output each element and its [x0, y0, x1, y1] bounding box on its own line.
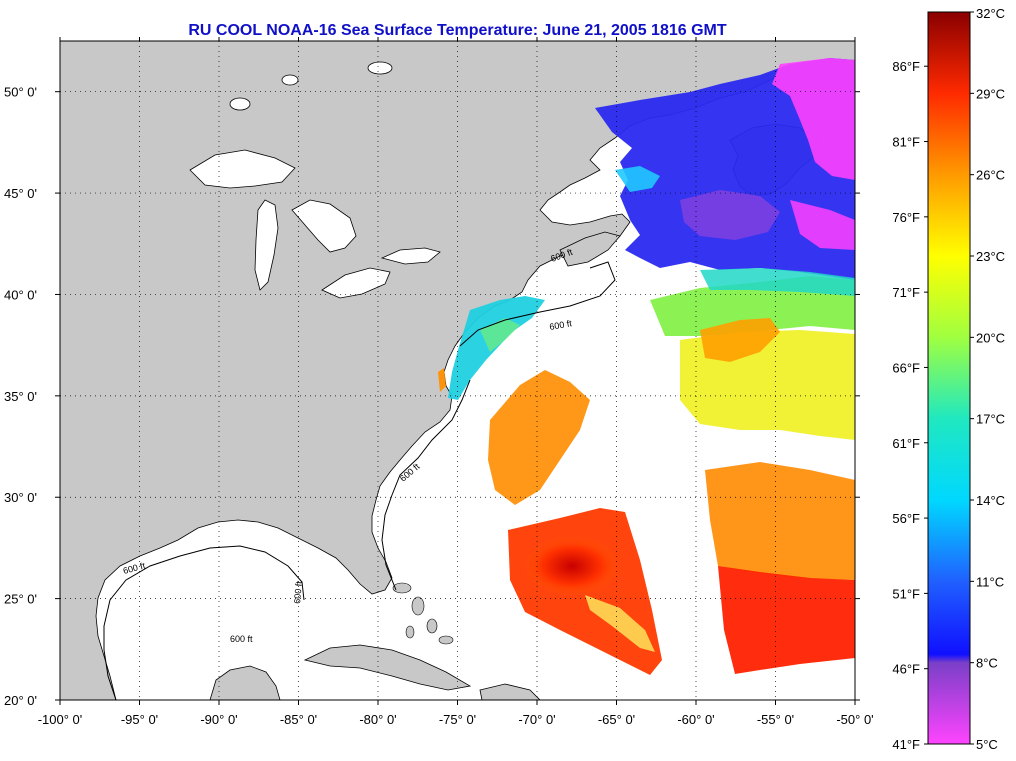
sst-shelf-green [480, 318, 520, 352]
cbar-c-label-9: 5°C [976, 737, 998, 752]
colorbar-fahrenheit-labels: 86°F 81°F 76°F 71°F 66°F 61°F 56°F 51°F 46°F 41°F [892, 59, 928, 752]
cbar-f-label-2: 76°F [892, 210, 920, 225]
sst-orange-east-lower [705, 462, 855, 580]
cbar-c-label-4: 20°C [976, 330, 1005, 345]
cbar-f-label-4: 66°F [892, 360, 920, 375]
cbar-c-label-3: 23°C [976, 249, 1005, 264]
colorbar [927, 11, 971, 745]
lon-tick-label-0: -100° 0' [38, 712, 83, 727]
longitude-axis: -100° 0' -95° 0' -90° 0' -85° 0' -80° 0' -75°… [38, 37, 874, 727]
cbar-f-label-9: 41°F [892, 737, 920, 752]
sst-shelf-cyan [448, 296, 545, 400]
lat-tick-label-3: 35° 0' [4, 389, 37, 404]
sst-red-east [718, 566, 855, 674]
sst-purple-patch [680, 190, 780, 240]
cbar-c-label-8: 8°C [976, 656, 998, 671]
lon-tick-label-2: -90° 0' [200, 712, 237, 727]
bahamas-islands [392, 582, 454, 645]
cbar-f-label-0: 86°F [892, 59, 920, 74]
sst-orange-coast [438, 368, 446, 392]
cbar-c-label-7: 11°C [976, 574, 1004, 589]
colorbar-celsius-labels: 32°C 29°C 26°C 23°C 20°C 17°C 14°C 11°C 8°C 5°C [970, 6, 1005, 752]
cbar-f-label-8: 46°F [892, 662, 920, 677]
cbar-f-label-6: 56°F [892, 511, 920, 526]
lon-tick-label-1: -95° 0' [121, 712, 158, 727]
sst-overlay [438, 58, 855, 675]
cbar-c-label-6: 14°C [976, 493, 1005, 508]
cbar-f-label-3: 71°F [892, 285, 920, 300]
cbar-f-label-5: 61°F [892, 436, 920, 451]
sst-orange-west [488, 370, 590, 505]
sst-cyan-band [700, 268, 855, 296]
lat-tick-label-5: 45° 0' [4, 186, 37, 201]
lon-tick-label-8: -60° 0' [677, 712, 714, 727]
sst-orange-east [700, 318, 780, 362]
cbar-c-label-5: 17°C [976, 412, 1005, 427]
contour-label-4: 600 ft [230, 634, 253, 644]
lat-tick-label-6: 50° 0' [4, 85, 37, 100]
cuba-land [303, 644, 472, 691]
sst-cyan-st-lawrence [615, 166, 660, 192]
map-title: RU COOL NOAA-16 Sea Surface Temperature:… [188, 22, 727, 39]
lon-tick-label-3: -85° 0' [280, 712, 317, 727]
lon-tick-label-10: -50° 0' [836, 712, 873, 727]
contour-label-5: 600 ft [292, 580, 304, 604]
cbar-f-label-1: 81°F [892, 135, 920, 150]
great-lakes [189, 61, 441, 299]
lon-tick-label-7: -65° 0' [598, 712, 635, 727]
yucatan-land [209, 665, 281, 700]
contour-label-1: 600 ft [549, 318, 573, 332]
lat-tick-label-2: 30° 0' [4, 490, 37, 505]
cbar-c-label-1: 29°C [976, 86, 1005, 101]
cbar-f-label-7: 51°F [892, 586, 920, 601]
hispaniola-land [479, 683, 541, 700]
latitude-axis: 20° 0' 25° 0' 30° 0' 35° 0' 40° 0' 45° 0' 50° … [4, 85, 860, 708]
lat-tick-label-0: 20° 0' [4, 693, 37, 708]
bathymetry-contour-600ft [103, 261, 616, 700]
sst-yellow-streak [585, 595, 655, 652]
lon-tick-label-6: -70° 0' [518, 712, 555, 727]
sst-cold-north [595, 58, 855, 280]
lon-tick-label-4: -80° 0' [359, 712, 396, 727]
nova-scotia-land [559, 231, 621, 267]
sst-magenta-north [772, 58, 855, 180]
lat-tick-label-4: 40° 0' [4, 287, 37, 302]
cbar-c-label-0: 32°C [976, 6, 1005, 21]
cbar-c-label-2: 26°C [976, 168, 1005, 183]
lon-tick-label-9: -55° 0' [757, 712, 794, 727]
sst-magenta-mid [790, 200, 855, 250]
lon-tick-label-5: -75° 0' [439, 712, 476, 727]
sst-hot-core [524, 536, 620, 596]
lat-tick-label-1: 25° 0' [4, 592, 37, 607]
